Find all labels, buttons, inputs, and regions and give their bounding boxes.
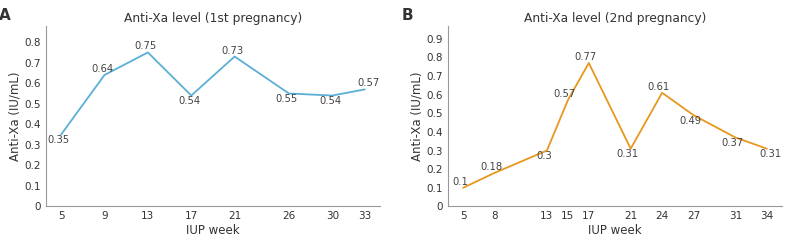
Text: 0.1: 0.1 [452, 177, 468, 187]
Text: 0.49: 0.49 [679, 116, 702, 126]
Text: 0.64: 0.64 [92, 64, 114, 74]
Text: 0.55: 0.55 [276, 94, 298, 104]
Y-axis label: Anti-Xa (IU/mL): Anti-Xa (IU/mL) [411, 71, 423, 161]
Text: 0.73: 0.73 [221, 45, 243, 55]
Text: 0.57: 0.57 [357, 78, 379, 88]
X-axis label: IUP week: IUP week [186, 224, 240, 237]
Text: 0.57: 0.57 [554, 89, 576, 99]
Text: A: A [0, 8, 11, 23]
Text: 0.75: 0.75 [134, 41, 157, 51]
Text: 0.31: 0.31 [759, 149, 781, 159]
Text: 0.37: 0.37 [721, 138, 743, 148]
Text: 0.54: 0.54 [319, 96, 341, 106]
Text: 0.31: 0.31 [616, 149, 638, 159]
Text: B: B [401, 8, 413, 23]
Text: 0.35: 0.35 [48, 135, 70, 145]
Text: 0.54: 0.54 [178, 96, 200, 106]
X-axis label: IUP week: IUP week [589, 224, 641, 237]
Y-axis label: Anti-Xa (IU/mL): Anti-Xa (IU/mL) [9, 71, 22, 161]
Text: 0.18: 0.18 [480, 162, 502, 172]
Text: 0.77: 0.77 [574, 52, 596, 62]
Text: 0.3: 0.3 [536, 151, 551, 161]
Title: Anti-Xa level (2nd pregnancy): Anti-Xa level (2nd pregnancy) [524, 11, 706, 25]
Text: 0.61: 0.61 [648, 82, 670, 92]
Title: Anti-Xa level (1st pregnancy): Anti-Xa level (1st pregnancy) [124, 11, 302, 25]
